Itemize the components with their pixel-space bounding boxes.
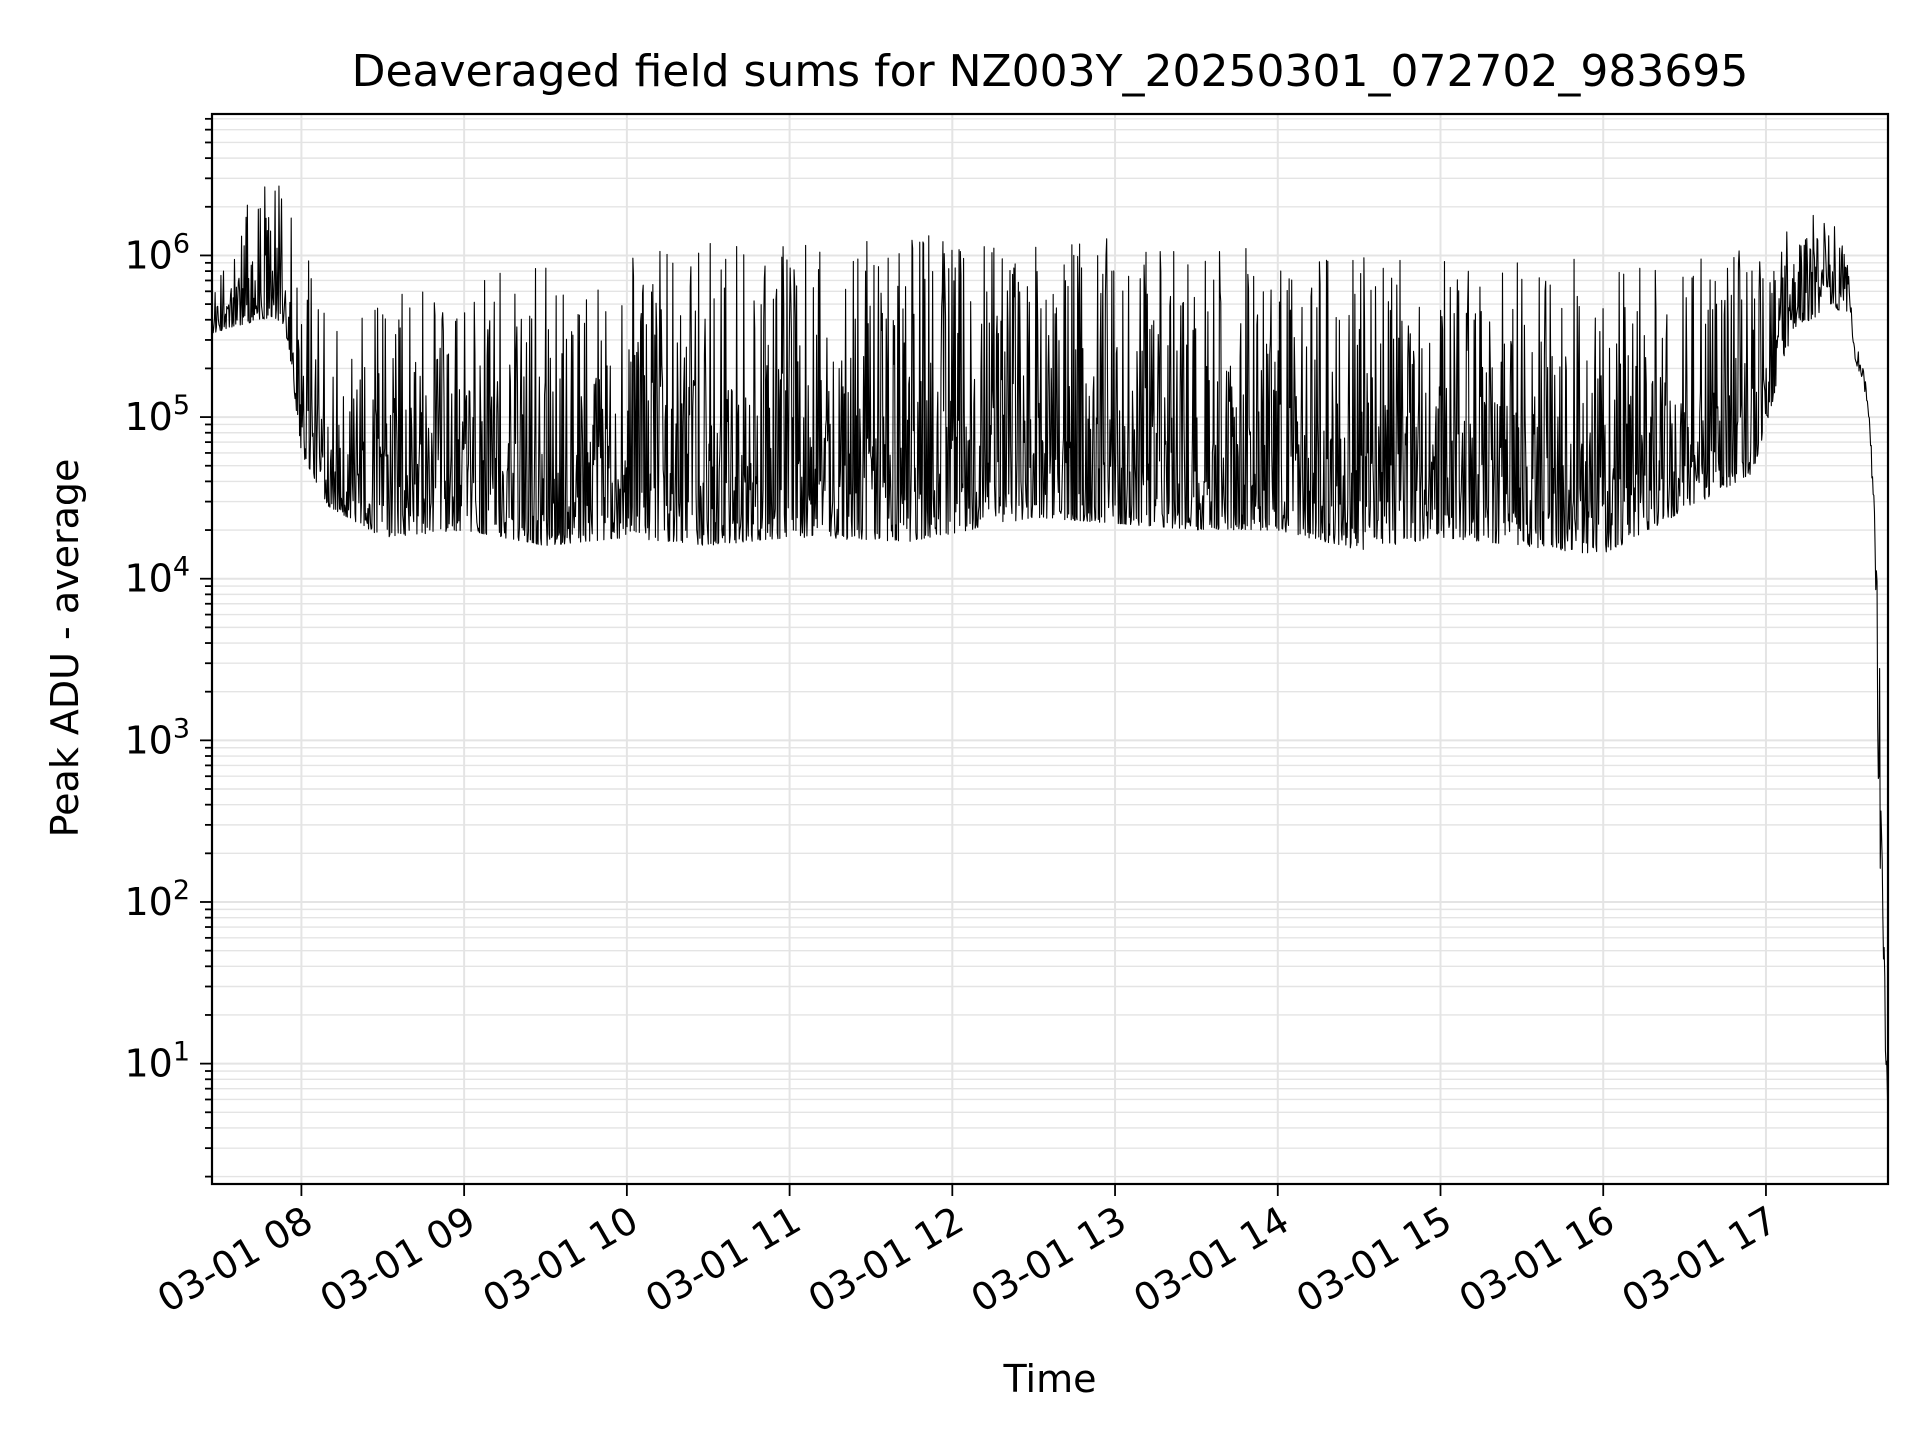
y-tick-label: 106	[124, 228, 190, 277]
y-tick-label: 103	[124, 713, 190, 762]
chart-title: Deaveraged field sums for NZ003Y_2025030…	[352, 46, 1749, 97]
y-tick-label: 102	[124, 875, 190, 924]
series-layer	[211, 185, 1889, 1124]
grid	[212, 114, 1888, 1184]
x-axis-label: Time	[1003, 1357, 1097, 1401]
y-axis-label: Peak ADU - average	[43, 459, 87, 838]
plot-frame	[210, 112, 1890, 1186]
y-tick-label: 101	[124, 1037, 190, 1086]
series-line	[211, 185, 1889, 1124]
y-tick-label: 104	[124, 552, 190, 601]
y-tick-label: 105	[124, 390, 190, 439]
